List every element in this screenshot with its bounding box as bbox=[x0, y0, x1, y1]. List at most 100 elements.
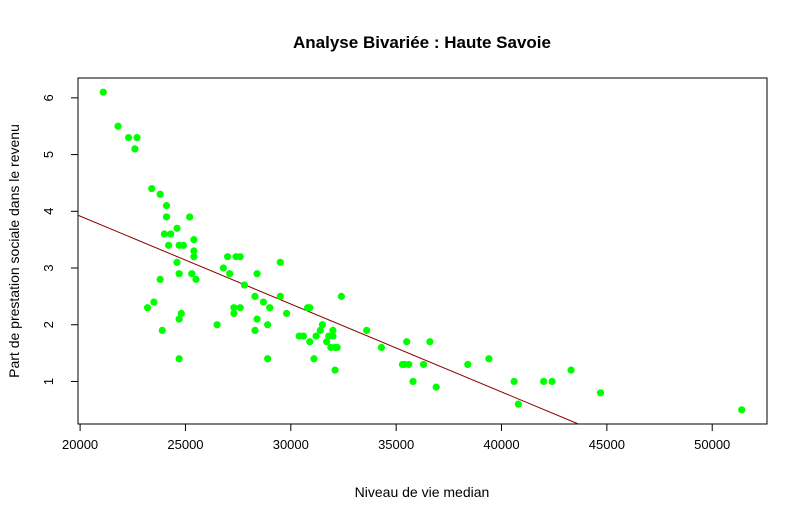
data-point bbox=[409, 377, 417, 386]
data-point bbox=[156, 275, 164, 283]
data-point bbox=[299, 332, 308, 340]
data-point bbox=[175, 355, 183, 363]
data-point bbox=[251, 292, 259, 300]
data-point bbox=[148, 185, 156, 193]
data-point bbox=[133, 133, 141, 142]
data-point bbox=[177, 309, 185, 317]
y-tick-label: 2 bbox=[41, 321, 56, 328]
data-point bbox=[160, 230, 168, 238]
data-point bbox=[282, 309, 291, 317]
data-point bbox=[514, 400, 522, 408]
y-axis-label: Part de prestation sociale dans le reven… bbox=[6, 124, 22, 378]
data-point bbox=[464, 360, 472, 369]
data-point bbox=[179, 241, 187, 249]
data-point bbox=[188, 270, 196, 278]
data-point bbox=[323, 338, 331, 346]
x-tick-label: 20000 bbox=[62, 437, 98, 452]
data-point bbox=[240, 281, 249, 289]
data-point bbox=[567, 366, 575, 374]
data-point bbox=[264, 321, 272, 329]
y-tick-label: 6 bbox=[41, 94, 56, 101]
data-point bbox=[190, 236, 198, 244]
data-point bbox=[173, 224, 181, 232]
data-point bbox=[131, 145, 139, 153]
data-point bbox=[158, 326, 166, 335]
data-point bbox=[173, 258, 181, 266]
data-point bbox=[432, 383, 440, 391]
data-point bbox=[333, 343, 341, 352]
x-axis: 20000 25000 30000 35000 40000 45000 50000 bbox=[62, 423, 730, 452]
data-point bbox=[276, 258, 284, 266]
x-tick-label: 30000 bbox=[273, 437, 309, 452]
data-point bbox=[223, 253, 232, 261]
plot-frame bbox=[77, 77, 768, 425]
x-axis-label: Niveau de vie median bbox=[355, 484, 490, 500]
chart-title: Analyse Bivariée : Haute Savoie bbox=[293, 33, 551, 52]
y-tick-label: 1 bbox=[41, 378, 56, 385]
data-point bbox=[114, 122, 122, 130]
data-point bbox=[190, 247, 198, 255]
data-point bbox=[264, 355, 272, 363]
data-point bbox=[186, 213, 194, 221]
data-point bbox=[485, 355, 493, 363]
data-point bbox=[175, 315, 183, 323]
regression-line bbox=[77, 214, 579, 425]
data-point bbox=[426, 338, 434, 346]
data-point bbox=[337, 292, 345, 300]
data-point bbox=[266, 304, 274, 312]
data-point bbox=[310, 355, 318, 363]
data-point bbox=[318, 321, 327, 329]
data-point bbox=[162, 202, 171, 210]
data-point bbox=[377, 343, 386, 352]
y-axis: 1 2 3 4 5 6 bbox=[41, 94, 79, 385]
data-point bbox=[329, 332, 337, 340]
x-tick-label: 45000 bbox=[589, 437, 625, 452]
data-point bbox=[510, 377, 518, 386]
data-point bbox=[306, 304, 314, 312]
data-point bbox=[253, 315, 261, 323]
data-point bbox=[190, 253, 198, 261]
x-tick-label: 35000 bbox=[378, 437, 414, 452]
data-point bbox=[306, 338, 314, 346]
x-tick-label: 50000 bbox=[694, 437, 730, 452]
data-point bbox=[276, 292, 284, 300]
data-point bbox=[331, 366, 339, 374]
data-point bbox=[403, 338, 411, 346]
data-point bbox=[329, 326, 337, 335]
data-point bbox=[236, 253, 244, 261]
data-point bbox=[236, 304, 244, 312]
data-point bbox=[405, 360, 413, 369]
y-tick-label: 4 bbox=[41, 208, 56, 215]
y-tick-label: 5 bbox=[41, 151, 56, 158]
data-point bbox=[192, 275, 200, 283]
data-point bbox=[162, 213, 171, 221]
data-point bbox=[312, 332, 320, 340]
plot-area bbox=[77, 88, 746, 425]
data-point bbox=[230, 304, 238, 312]
data-point bbox=[150, 298, 158, 306]
data-point bbox=[363, 326, 371, 335]
x-tick-label: 25000 bbox=[167, 437, 203, 452]
data-point bbox=[738, 406, 746, 414]
data-point bbox=[226, 270, 234, 278]
data-point bbox=[253, 270, 261, 278]
data-point bbox=[540, 377, 548, 386]
data-point bbox=[167, 230, 175, 238]
data-point bbox=[165, 241, 173, 249]
data-point bbox=[548, 377, 556, 386]
data-point bbox=[213, 321, 221, 329]
data-point bbox=[230, 309, 238, 317]
x-tick-label: 40000 bbox=[483, 437, 519, 452]
data-point bbox=[175, 270, 183, 278]
y-tick-label: 3 bbox=[41, 264, 56, 271]
data-point bbox=[251, 326, 259, 335]
data-point bbox=[316, 326, 324, 335]
data-point bbox=[156, 190, 164, 198]
data-point bbox=[99, 88, 107, 96]
data-point bbox=[596, 389, 605, 397]
data-point bbox=[143, 304, 152, 312]
data-point bbox=[419, 360, 428, 369]
data-point bbox=[124, 133, 133, 142]
data-point bbox=[259, 298, 268, 306]
